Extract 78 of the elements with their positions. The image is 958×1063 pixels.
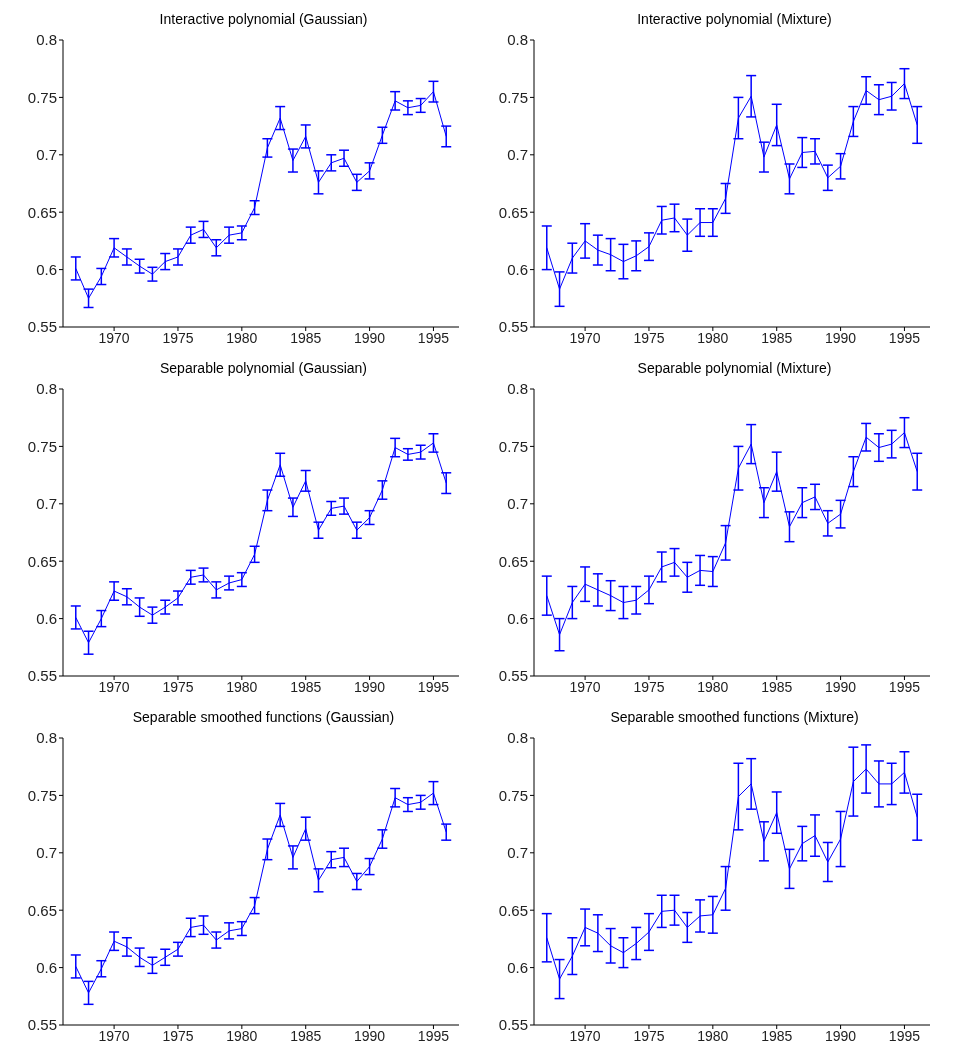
x-tick-label: 1995 — [417, 1027, 450, 1044]
x-tick-label: 1980 — [697, 329, 729, 346]
y-tick-label: 0.75 — [27, 437, 57, 455]
y-tick-label: 0.75 — [498, 786, 528, 804]
x-tick-label: 1970 — [98, 678, 130, 695]
x-tick-label: 1985 — [761, 678, 793, 695]
y-tick-label: 0.8 — [36, 729, 57, 747]
y-tick-label: 0.8 — [36, 31, 57, 49]
chart-title: Separable polynomial (Gaussian) — [159, 359, 368, 378]
y-tick-label: 0.6 — [36, 958, 57, 976]
x-tick-label: 1990 — [354, 678, 386, 695]
chart-title: Separable polynomial (Mixture) — [636, 359, 833, 378]
y-tick-label: 0.6 — [507, 609, 528, 627]
y-tick-label: 0.7 — [36, 146, 57, 164]
x-tick-label: 1975 — [633, 1027, 665, 1044]
x-tick-label: 1990 — [354, 1027, 386, 1044]
x-tick-label: 1995 — [417, 329, 450, 346]
y-tick-label: 0.7 — [36, 495, 57, 513]
x-tick-label: 1970 — [569, 1027, 601, 1044]
y-tick-label: 0.8 — [507, 729, 528, 747]
y-tick-label: 0.7 — [507, 495, 528, 513]
y-tick-label: 0.55 — [27, 667, 57, 685]
y-tick-label: 0.55 — [498, 667, 528, 685]
y-tick-label: 0.65 — [498, 901, 528, 919]
y-tick-label: 0.65 — [27, 203, 57, 221]
x-tick-label: 1980 — [226, 329, 258, 346]
y-tick-label: 0.8 — [36, 380, 57, 398]
x-tick-label: 1980 — [226, 1027, 258, 1044]
chart-title: Interactive polynomial (Mixture) — [636, 10, 833, 29]
y-tick-label: 0.8 — [507, 31, 528, 49]
chart-title: Interactive polynomial (Gaussian) — [158, 10, 369, 29]
x-tick-label: 1980 — [697, 1027, 729, 1044]
y-tick-label: 0.6 — [507, 260, 528, 278]
x-tick-label: 1980 — [226, 678, 258, 695]
y-tick-label: 0.65 — [498, 552, 528, 570]
x-tick-label: 1985 — [761, 329, 793, 346]
x-tick-label: 1990 — [354, 329, 386, 346]
x-tick-label: 1970 — [98, 329, 130, 346]
x-tick-label: 1985 — [290, 678, 322, 695]
x-tick-label: 1985 — [761, 1027, 793, 1044]
x-tick-label: 1990 — [825, 678, 857, 695]
x-tick-label: 1970 — [569, 678, 601, 695]
x-tick-label: 1975 — [162, 1027, 194, 1044]
x-tick-label: 1970 — [98, 1027, 130, 1044]
x-tick-label: 1985 — [290, 329, 322, 346]
x-tick-label: 1990 — [825, 1027, 857, 1044]
y-tick-label: 0.7 — [36, 844, 57, 862]
y-tick-label: 0.55 — [498, 1016, 528, 1034]
y-tick-label: 0.75 — [498, 88, 528, 106]
x-tick-label: 1970 — [569, 329, 601, 346]
x-tick-label: 1995 — [888, 678, 921, 695]
y-tick-label: 0.7 — [507, 844, 528, 862]
x-tick-label: 1995 — [417, 678, 450, 695]
y-tick-label: 0.7 — [507, 146, 528, 164]
chart-title: Separable smoothed functions (Mixture) — [609, 708, 860, 727]
x-tick-label: 1975 — [633, 329, 665, 346]
y-tick-label: 0.55 — [498, 318, 528, 336]
x-tick-label: 1995 — [888, 1027, 921, 1044]
x-tick-label: 1975 — [162, 678, 194, 695]
y-tick-label: 0.65 — [27, 901, 57, 919]
y-tick-label: 0.55 — [27, 318, 57, 336]
y-tick-label: 0.75 — [27, 88, 57, 106]
y-tick-label: 0.6 — [36, 609, 57, 627]
y-tick-label: 0.65 — [27, 552, 57, 570]
x-tick-label: 1980 — [697, 678, 729, 695]
chart-title: Separable smoothed functions (Gaussian) — [131, 708, 396, 727]
y-tick-label: 0.75 — [27, 786, 57, 804]
y-tick-label: 0.6 — [36, 260, 57, 278]
x-tick-label: 1985 — [290, 1027, 322, 1044]
y-tick-label: 0.8 — [507, 380, 528, 398]
y-tick-label: 0.75 — [498, 437, 528, 455]
x-tick-label: 1975 — [162, 329, 194, 346]
x-tick-label: 1995 — [888, 329, 921, 346]
x-tick-label: 1975 — [633, 678, 665, 695]
y-tick-label: 0.65 — [498, 203, 528, 221]
x-tick-label: 1990 — [825, 329, 857, 346]
y-tick-label: 0.55 — [27, 1016, 57, 1034]
y-tick-label: 0.6 — [507, 958, 528, 976]
